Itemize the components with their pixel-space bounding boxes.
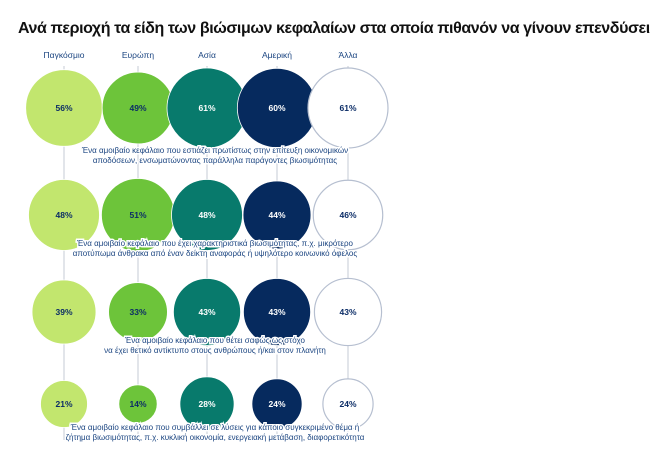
bubble-r2-c3 — [171, 179, 243, 251]
bubble-r4-c3 — [179, 376, 235, 432]
bubble-r4-c5 — [322, 378, 374, 430]
value-label-r3-c3: 43% — [198, 307, 215, 317]
value-label-r4-c4: 24% — [268, 399, 285, 409]
bubble-r3-c3 — [173, 278, 241, 346]
bubble-r4-c4 — [251, 378, 303, 430]
value-label-r1-c4: 60% — [268, 103, 285, 113]
bubble-r2-c5 — [312, 179, 384, 251]
chart-title: Ανά περιοχή τα είδη των βιώσιμων κεφαλαί… — [18, 20, 650, 37]
row-label-4-line-2: ζήτημα βιωσιμότητας, π.χ. κυκλική οικονο… — [66, 433, 365, 442]
value-label-r1-c3: 61% — [198, 103, 215, 113]
bubble-r3-c5 — [313, 277, 383, 347]
value-label-r4-c2: 14% — [129, 399, 146, 409]
column-header-2: Ευρώπη — [122, 50, 155, 60]
value-label-r3-c5: 43% — [339, 307, 356, 317]
value-label-r1-c2: 49% — [129, 103, 146, 113]
row-label-3-line-1: Ένα αμοιβαίο κεφάλαιο που θέτει σαφώς ως… — [124, 336, 306, 345]
bubble-r4-c1 — [40, 380, 88, 428]
bubble-r2-c4 — [242, 180, 312, 250]
value-label-r4-c1: 21% — [55, 399, 72, 409]
bubble-r3-c1 — [31, 279, 97, 345]
value-label-r4-c5: 24% — [339, 399, 356, 409]
value-label-r3-c2: 33% — [129, 307, 146, 317]
row-label-1-line-2: αποδόσεων, ενσωματώνοντας παράλληλα παρά… — [93, 156, 337, 165]
row-label-3-line-2: να έχει θετικό αντίκτυπο στους ανθρώπους… — [104, 346, 326, 355]
column-header-1: Παγκόσμιο — [44, 50, 85, 60]
value-label-r2-c5: 46% — [339, 210, 356, 220]
bubble-r2-c1 — [28, 179, 100, 251]
row-label-2-line-2: αποτύπωμα άνθρακα από έναν δείκτη αναφορ… — [73, 249, 358, 258]
value-label-r3-c4: 43% — [268, 307, 285, 317]
bubble-r3-c2 — [108, 282, 168, 342]
value-label-r4-c3: 28% — [198, 399, 215, 409]
bubble-r3-c4 — [243, 278, 311, 346]
bubble-r4-c2 — [118, 384, 158, 424]
bubble-r1-c5 — [307, 67, 389, 149]
column-header-3: Ασία — [198, 50, 216, 60]
value-label-r1-c5: 61% — [339, 103, 356, 113]
row-label-1-line-1: Ένα αμοιβαίο κεφάλαιο που εστιάζει πρωτί… — [81, 146, 348, 155]
row-label-4-line-1: Ένα αμοιβαίο κεφάλαιο που συμβάλλει σε λ… — [70, 423, 359, 432]
value-label-r2-c3: 48% — [198, 210, 215, 220]
value-label-r3-c1: 39% — [55, 307, 72, 317]
value-label-r1-c1: 56% — [55, 103, 72, 113]
column-header-5: Άλλα — [339, 50, 358, 60]
column-header-4: Αμερική — [262, 50, 292, 60]
value-label-r2-c4: 44% — [268, 210, 285, 220]
value-label-r2-c1: 48% — [55, 210, 72, 220]
row-label-2-line-1: Ένα αμοιβαίο κεφάλαιο που έχει χαρακτηρι… — [76, 239, 354, 248]
value-label-r2-c2: 51% — [129, 210, 146, 220]
